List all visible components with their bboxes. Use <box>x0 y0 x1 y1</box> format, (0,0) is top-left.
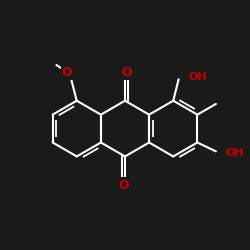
Text: OH: OH <box>188 72 207 83</box>
Text: O: O <box>118 178 128 192</box>
Text: O: O <box>122 66 132 79</box>
Text: OH: OH <box>226 148 244 158</box>
Text: O: O <box>62 66 72 79</box>
